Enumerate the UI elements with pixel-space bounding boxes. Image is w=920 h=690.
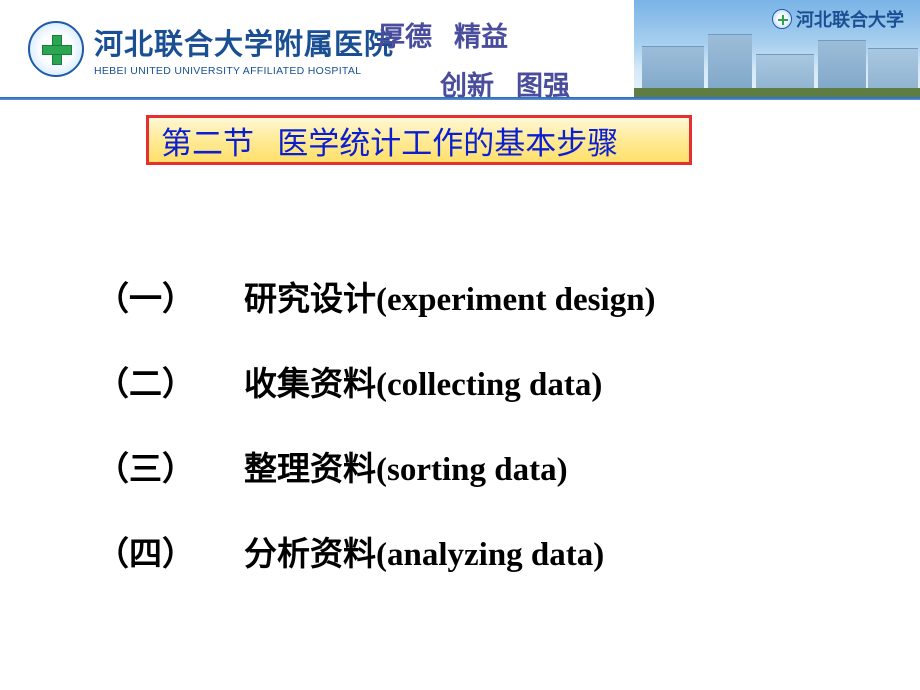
university-badge: 河北联合大学 — [772, 6, 904, 32]
section-title: 第二节 医学统计工作的基本步骤 — [161, 118, 618, 163]
item-number: （一） — [96, 272, 244, 320]
steps-list: （一） 研究设计 (experiment design) （二） 收集资料 (c… — [96, 272, 656, 575]
item-label-cn: 收集资料 — [244, 357, 376, 405]
item-label-en: (sorting data) — [376, 452, 568, 489]
list-item: （二） 收集资料 (collecting data) — [96, 357, 656, 405]
campus-image: 河北联合大学 — [634, 0, 920, 98]
item-number: （二） — [96, 357, 244, 405]
slogan-block: 厚德 精益 创新 图强 — [378, 15, 570, 103]
item-label-cn: 整理资料 — [244, 442, 376, 490]
item-label-cn: 研究设计 — [244, 272, 376, 320]
hospital-name-en: HEBEI UNITED UNIVERSITY AFFILIATED HOSPI… — [94, 65, 394, 77]
header: 河北联合大学附属医院 HEBEI UNITED UNIVERSITY AFFIL… — [0, 0, 920, 98]
section-title-box: 第二节 医学统计工作的基本步骤 — [146, 115, 692, 165]
item-label-en: (analyzing data) — [376, 537, 604, 574]
university-badge-text: 河北联合大学 — [796, 6, 904, 32]
hospital-logo-block: 河北联合大学附属医院 HEBEI UNITED UNIVERSITY AFFIL… — [0, 21, 394, 77]
list-item: （一） 研究设计 (experiment design) — [96, 272, 656, 320]
hospital-name: 河北联合大学附属医院 HEBEI UNITED UNIVERSITY AFFIL… — [94, 21, 394, 77]
hospital-name-cn: 河北联合大学附属医院 — [94, 21, 394, 63]
item-number: （四） — [96, 527, 244, 575]
slogan-word: 厚德 — [378, 15, 432, 54]
item-label-en: (experiment design) — [376, 282, 656, 319]
item-label-en: (collecting data) — [376, 367, 602, 404]
item-number: （三） — [96, 442, 244, 490]
item-label-cn: 分析资料 — [244, 527, 376, 575]
slogan-word: 精益 — [454, 15, 508, 54]
list-item: （四） 分析资料 (analyzing data) — [96, 527, 656, 575]
university-emblem-icon — [772, 9, 792, 29]
hospital-logo-icon — [28, 21, 84, 77]
list-item: （三） 整理资料 (sorting data) — [96, 442, 656, 490]
header-divider — [0, 97, 920, 100]
